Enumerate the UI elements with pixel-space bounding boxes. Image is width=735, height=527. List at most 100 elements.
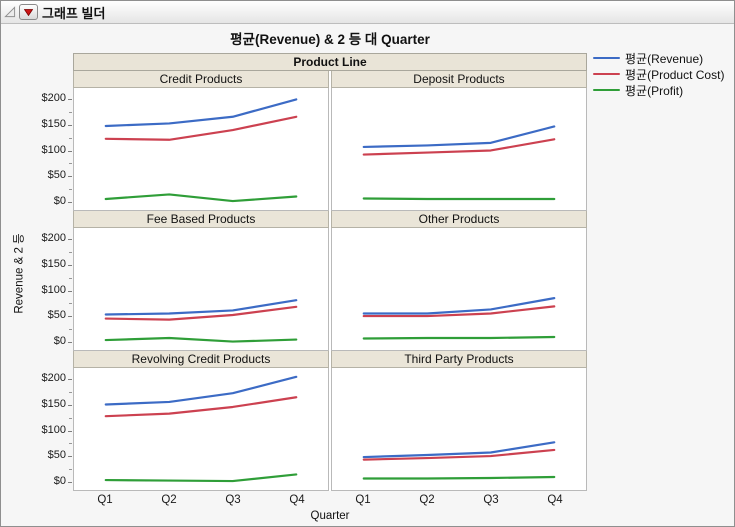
legend-label: 평균(Profit) <box>625 83 684 98</box>
series-line[interactable] <box>362 138 556 156</box>
series-line[interactable] <box>104 305 298 321</box>
plot-panel-fee-based-products[interactable] <box>73 228 329 351</box>
y-tick-mark <box>68 290 72 292</box>
legend-label: 평균(Revenue) <box>625 51 704 66</box>
y-tick-label: $150 <box>41 397 66 410</box>
window-title: 그래프 빌더 <box>42 5 106 21</box>
legend: 평균(Revenue) 평균(Product Cost) 평균(Profit) <box>593 50 724 98</box>
facet-header: Revolving Credit Products <box>73 351 329 368</box>
series-line[interactable] <box>362 448 556 461</box>
outline-collapse-icon[interactable] <box>4 6 16 18</box>
y-tick-mark <box>68 342 72 343</box>
y-tick-mark <box>68 316 72 318</box>
y-minor-tick-mark <box>69 111 72 113</box>
y-tick-label: $200 <box>41 232 66 244</box>
legend-item[interactable]: 평균(Profit) <box>593 82 724 98</box>
series-line[interactable] <box>362 305 556 318</box>
facet-header-row: Fee Based Products Other Products <box>73 211 587 228</box>
y-minor-tick-mark <box>69 417 72 419</box>
y-tick-mark <box>68 379 72 380</box>
x-tick-label: Q1 <box>355 494 371 506</box>
y-tick-label: $150 <box>41 117 66 130</box>
series-line[interactable] <box>104 299 298 316</box>
series-line[interactable] <box>362 335 556 340</box>
x-tick-label: Q3 <box>225 494 241 506</box>
y-tick-mark <box>68 202 72 203</box>
y-minor-tick-mark <box>69 251 72 253</box>
y-tick-mark <box>68 239 72 240</box>
series-line[interactable] <box>104 98 298 128</box>
series-line[interactable] <box>104 396 298 418</box>
y-minor-tick-mark <box>69 277 72 279</box>
y-tick-mark <box>68 430 72 432</box>
y-minor-tick-mark <box>69 137 72 139</box>
legend-item[interactable]: 평균(Revenue) <box>593 50 724 66</box>
facet-header: Other Products <box>331 211 587 228</box>
y-minor-tick-mark <box>69 443 72 445</box>
series-line[interactable] <box>104 336 298 343</box>
facet-header: Third Party Products <box>331 351 587 368</box>
line-chart[interactable] <box>332 368 586 490</box>
legend-item[interactable]: 평균(Product Cost) <box>593 66 724 82</box>
y-tick-label: $200 <box>41 92 66 104</box>
facet-header: Deposit Products <box>331 71 587 88</box>
y-minor-tick-mark <box>69 391 72 393</box>
y-tick-label: $200 <box>41 372 66 384</box>
y-tick-mark <box>68 456 72 458</box>
series-line[interactable] <box>362 125 556 149</box>
x-tick-label: Q1 <box>97 494 113 506</box>
x-tick-row: Q1 Q2 Q3 Q4 <box>73 494 329 506</box>
line-chart[interactable] <box>332 228 586 350</box>
series-line[interactable] <box>362 297 556 315</box>
line-chart[interactable] <box>74 228 328 350</box>
plot-panel-third-party-products[interactable] <box>331 368 587 491</box>
x-tick-label: Q3 <box>483 494 499 506</box>
y-tick-label: $50 <box>47 449 66 462</box>
y-tick-mark <box>68 150 72 152</box>
chart-title: 평균(Revenue) & 2 등 대 Quarter <box>230 32 430 47</box>
x-axis-title[interactable]: Quarter <box>310 510 350 522</box>
legend-line-swatch <box>593 72 620 76</box>
line-chart[interactable] <box>74 88 328 210</box>
facet-header: Credit Products <box>73 71 329 88</box>
y-tick-mark <box>68 124 72 126</box>
x-tick-label: Q4 <box>547 494 563 506</box>
red-triangle-menu-button[interactable] <box>19 4 38 20</box>
series-line[interactable] <box>362 441 556 459</box>
facet-header-row: Credit Products Deposit Products <box>73 71 587 88</box>
y-minor-tick-mark <box>69 163 72 165</box>
series-line[interactable] <box>104 473 298 483</box>
plot-panel-revolving-credit-products[interactable] <box>73 368 329 491</box>
plot-row <box>73 88 587 211</box>
y-tick-label: $100 <box>41 143 66 156</box>
y-minor-tick-mark <box>69 303 72 305</box>
x-tick-label: Q2 <box>419 494 435 506</box>
y-tick-label: $100 <box>41 423 66 436</box>
series-line[interactable] <box>104 375 298 406</box>
series-line[interactable] <box>104 193 298 203</box>
plot-panel-other-products[interactable] <box>331 228 587 351</box>
y-tick-mark <box>68 482 72 483</box>
plot-row <box>73 228 587 351</box>
trellis-grid: Product Line Credit Products Deposit Pro… <box>73 53 587 491</box>
y-tick-mark <box>68 99 72 100</box>
series-line[interactable] <box>362 475 556 480</box>
plot-panel-credit-products[interactable] <box>73 88 329 211</box>
y-minor-tick-mark <box>69 469 72 471</box>
line-chart[interactable] <box>74 368 328 490</box>
y-tick-label: $150 <box>41 257 66 270</box>
x-tick-row: Q1 Q2 Q3 Q4 <box>331 494 587 506</box>
y-axis-title[interactable]: Revenue & 2 등 <box>13 233 26 314</box>
legend-line-swatch <box>593 88 620 92</box>
red-triangle-icon <box>24 8 33 16</box>
plot-row <box>73 368 587 491</box>
line-chart[interactable] <box>332 88 586 210</box>
y-tick-label: $0 <box>53 475 66 487</box>
legend-label: 평균(Product Cost) <box>625 67 725 82</box>
plot-panel-deposit-products[interactable] <box>331 88 587 211</box>
y-tick-label: $0 <box>53 195 66 207</box>
x-tick-label: Q2 <box>161 494 177 506</box>
y-tick-label: $0 <box>53 335 66 347</box>
series-line[interactable] <box>104 115 298 141</box>
